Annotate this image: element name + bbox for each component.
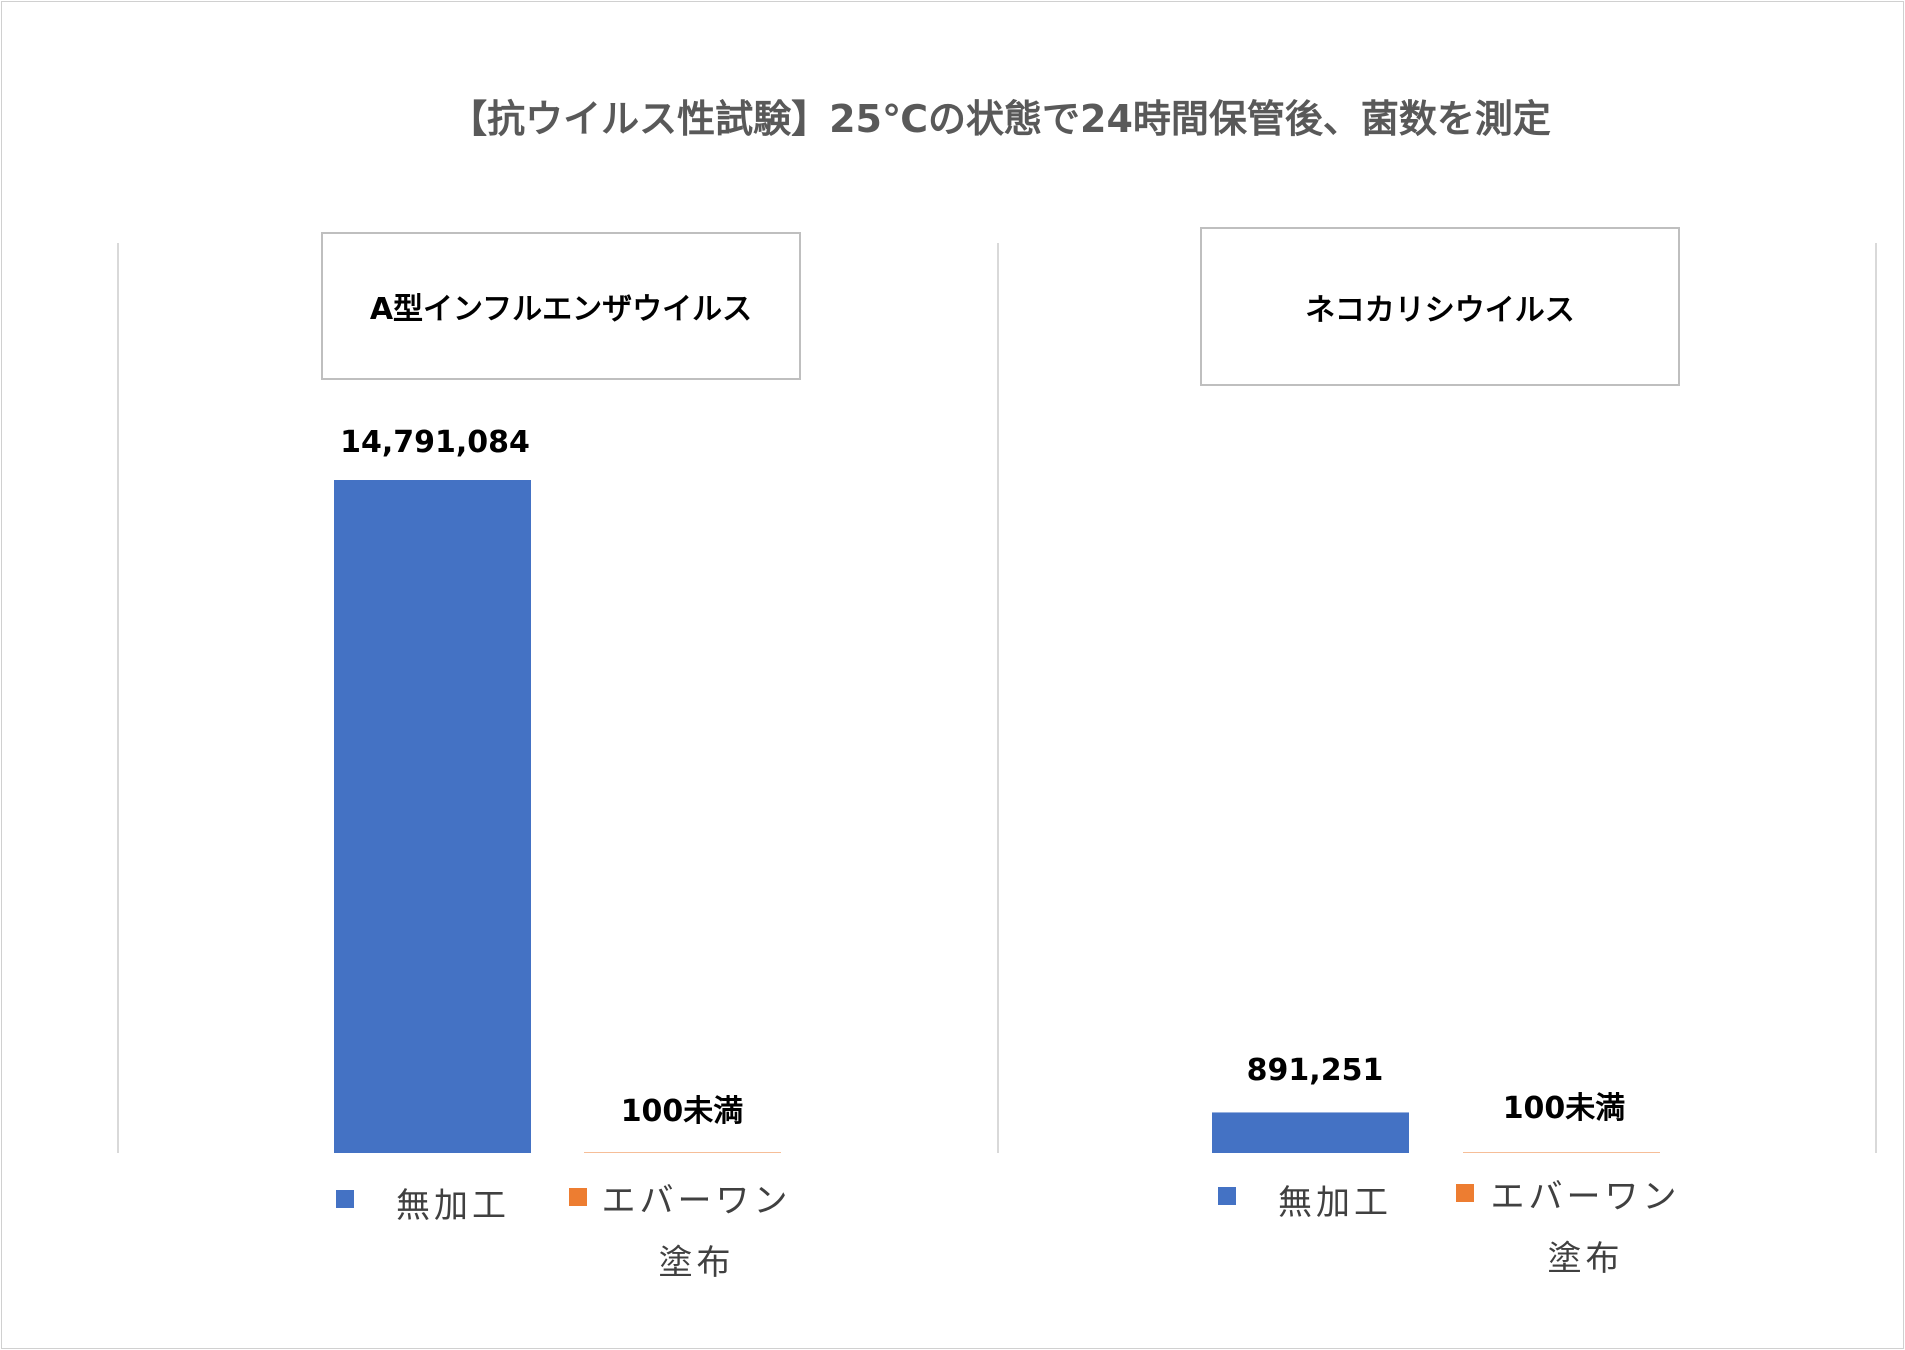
panel-0-legend-label-1: エバーワン塗布 (601, 1181, 792, 1283)
panel-0-bar-1-label: 100未満 (620, 1094, 744, 1129)
panel-1-legend-label-0: 無加工 (1278, 1183, 1392, 1223)
panel-1-bar-0-label: 891,251 (1246, 1053, 1384, 1088)
panel-0-legend-swatch-0 (336, 1190, 354, 1208)
panel-1-title: ネコカリシウイルス (1200, 227, 1680, 386)
chart-title: 【抗ウイルス性試験】25℃の状態で24時間保管後、菌数を測定 (449, 97, 1551, 141)
panel-0-bar-0-label: 14,791,084 (340, 425, 530, 460)
panel-0-title: A型インフルエンザウイルス (321, 232, 801, 380)
panel-0-legend-swatch-1 (569, 1188, 587, 1206)
panel-1-bar-0 (1212, 1112, 1409, 1153)
panel-0-legend-label-0: 無加工 (396, 1186, 510, 1226)
panel-1-bar-1-label: 100未満 (1502, 1091, 1626, 1126)
panel-1-bar-1 (1463, 1152, 1660, 1153)
panel-1-legend-swatch-0 (1218, 1187, 1236, 1205)
panel-0-bar-0 (334, 480, 531, 1153)
panel-0-bar-1 (584, 1152, 781, 1153)
panel-1-legend-label-1: エバーワン塗布 (1490, 1177, 1681, 1279)
panel-1-legend-swatch-1 (1456, 1184, 1474, 1202)
